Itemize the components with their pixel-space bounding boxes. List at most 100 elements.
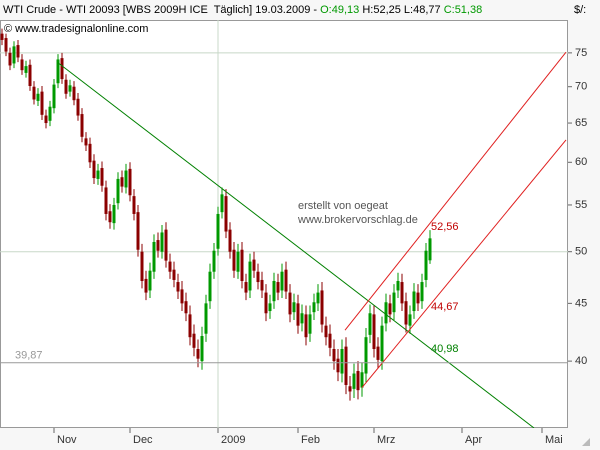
candle-body bbox=[292, 302, 296, 313]
candle-body bbox=[192, 333, 196, 348]
candle-body bbox=[216, 213, 220, 249]
note: erstellt von oegeat bbox=[298, 200, 388, 212]
y-tick-label: 45 bbox=[575, 297, 587, 309]
level-label: 40,98 bbox=[431, 343, 459, 355]
candle-body bbox=[232, 249, 236, 271]
candle-body bbox=[396, 280, 400, 291]
candle-body bbox=[208, 271, 212, 302]
candle-body bbox=[360, 372, 364, 388]
candle-body bbox=[180, 289, 184, 304]
candle-body bbox=[184, 301, 188, 314]
candle-body bbox=[60, 58, 64, 80]
candle-body bbox=[224, 196, 228, 232]
unit-label: $/: bbox=[574, 4, 586, 16]
plot-area bbox=[0, 20, 568, 428]
trendline bbox=[57, 62, 535, 428]
x-tick-label: Nov bbox=[57, 434, 77, 446]
candle-body bbox=[372, 314, 376, 350]
candle-body bbox=[252, 259, 256, 271]
header-date: 19.03.2009 - bbox=[255, 4, 317, 16]
candle-body bbox=[392, 292, 396, 313]
candle-body bbox=[260, 279, 264, 291]
candle-body bbox=[280, 271, 284, 291]
level-label: 44,67 bbox=[431, 301, 459, 313]
x-tick-label: 2009 bbox=[221, 434, 245, 446]
candle-body bbox=[240, 249, 244, 281]
plot-layer bbox=[0, 20, 568, 428]
y-tick-label: 70 bbox=[575, 81, 587, 93]
candle-body bbox=[40, 91, 44, 115]
candle-body bbox=[400, 282, 404, 304]
candle-body bbox=[52, 84, 56, 109]
trendline bbox=[344, 51, 567, 331]
candle-body bbox=[108, 211, 112, 223]
x-tick-label: Feb bbox=[301, 434, 320, 446]
candle-body bbox=[256, 271, 260, 283]
candle-body bbox=[308, 314, 312, 334]
candle-body bbox=[72, 86, 76, 101]
candle-body bbox=[136, 212, 140, 250]
candle-body bbox=[140, 251, 144, 281]
candle-body bbox=[264, 292, 268, 314]
candle-body bbox=[0, 33, 4, 40]
copyright: © www.tradesignalonline.com bbox=[4, 23, 148, 35]
candle-body bbox=[164, 229, 168, 261]
candle-body bbox=[220, 194, 224, 213]
candle-body bbox=[296, 303, 300, 326]
y-tick-label: 50 bbox=[575, 246, 587, 258]
candle-body bbox=[368, 313, 372, 335]
header-close: C:51,38 bbox=[444, 4, 483, 16]
candle-body bbox=[160, 232, 164, 252]
candle-body bbox=[424, 250, 428, 280]
candle-body bbox=[148, 270, 152, 291]
candle-body bbox=[408, 314, 412, 326]
candle-body bbox=[168, 261, 172, 272]
y-tick-label: 65 bbox=[575, 117, 587, 129]
candle-body bbox=[8, 52, 12, 66]
candle-body bbox=[304, 314, 308, 338]
candle-body bbox=[336, 358, 340, 373]
candle-body bbox=[32, 86, 36, 100]
candle-body bbox=[104, 187, 108, 214]
header-low: L:48,77 bbox=[404, 4, 441, 16]
candle-body bbox=[416, 292, 420, 304]
candle-body bbox=[428, 238, 432, 261]
y-tick-label: 75 bbox=[575, 47, 587, 59]
y-tick-label: 40 bbox=[575, 355, 587, 367]
candle-body bbox=[120, 177, 124, 187]
candle-body bbox=[64, 79, 68, 94]
candle-body bbox=[24, 66, 28, 73]
candle-body bbox=[352, 373, 356, 389]
candle-body bbox=[128, 168, 132, 196]
candle-body bbox=[420, 282, 424, 302]
candle-body bbox=[376, 346, 380, 360]
candle-body bbox=[364, 337, 368, 374]
candle-body bbox=[188, 314, 192, 338]
candle-body bbox=[212, 250, 216, 272]
candle-body bbox=[172, 269, 176, 280]
candle-body bbox=[28, 64, 32, 87]
candle-body bbox=[92, 160, 96, 179]
candle-body bbox=[344, 346, 348, 385]
candle-body bbox=[204, 303, 208, 334]
candle-body bbox=[96, 170, 100, 179]
candle-body bbox=[88, 143, 92, 163]
candle-body bbox=[36, 93, 40, 101]
candle-body bbox=[112, 204, 116, 224]
candle-body bbox=[196, 349, 200, 359]
candle-body bbox=[100, 168, 104, 186]
candle-body bbox=[412, 291, 416, 312]
candle-body bbox=[316, 292, 320, 304]
candle-body bbox=[156, 240, 160, 251]
candle-body bbox=[324, 325, 328, 338]
candle-body bbox=[300, 313, 304, 324]
candle-body bbox=[48, 106, 52, 121]
candle-body bbox=[116, 178, 120, 204]
candle-body bbox=[288, 292, 292, 315]
header-open: O:49,13 bbox=[320, 4, 359, 16]
candle-body bbox=[284, 269, 288, 292]
candle-body bbox=[248, 261, 252, 291]
resize-grip bbox=[582, 438, 590, 446]
header-title: WTI Crude - WTI 20093 [WBS 2009H ICE Täg… bbox=[3, 4, 252, 16]
